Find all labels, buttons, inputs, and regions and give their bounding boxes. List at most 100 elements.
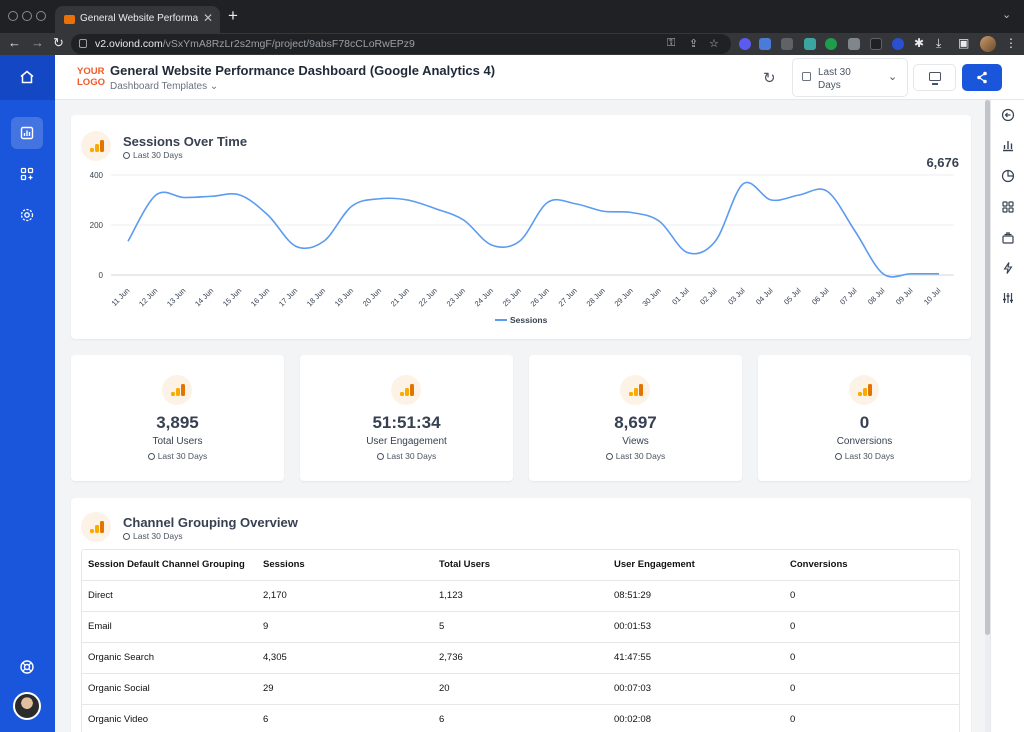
table-row: Organic Video 6 6 00:02:08 0 <box>81 704 960 732</box>
download-icon[interactable]: ⤓ <box>936 36 942 50</box>
grid-icon[interactable] <box>1001 200 1015 214</box>
sidebar-item-help[interactable] <box>11 651 43 683</box>
sliders-icon[interactable] <box>1001 291 1015 305</box>
bookmark-star-icon[interactable]: ☆ <box>709 38 719 50</box>
sessions-series-line <box>127 181 939 278</box>
google-analytics-icon <box>162 375 192 405</box>
sidebar-item-settings[interactable] <box>11 199 43 231</box>
table-header-row: Session Default Channel Grouping Sessions… <box>81 549 960 581</box>
dashboard-templates-dropdown[interactable]: Dashboard Templates ⌄ <box>110 81 218 92</box>
new-tab-icon[interactable]: + <box>228 6 238 25</box>
table-cell: 29 <box>256 673 432 705</box>
x-tick-label: 28 Jun <box>585 286 607 308</box>
user-avatar[interactable] <box>13 692 41 720</box>
google-analytics-icon <box>81 512 111 542</box>
address-bar[interactable]: v2.oviond.com/vSxYmA8RzLr2s2mgF/project/… <box>71 34 731 54</box>
extension-icon[interactable] <box>892 38 904 50</box>
google-analytics-icon <box>81 131 111 161</box>
extension-icon[interactable] <box>759 38 771 50</box>
tab-search-chevron-icon[interactable]: ⌄ <box>1002 9 1012 21</box>
table-cell: 0 <box>783 611 960 643</box>
browser-tab[interactable]: General Website Performance ✕ <box>55 6 220 33</box>
chevron-down-icon: ⌄ <box>888 71 898 83</box>
column-header[interactable]: Conversions <box>783 549 960 581</box>
x-tick-label: 06 Jul <box>810 286 831 307</box>
table-cell: 00:01:53 <box>607 611 783 643</box>
x-tick-label: 20 Jun <box>361 286 383 308</box>
sidebar-item-add-widget[interactable] <box>11 158 43 190</box>
extensions-puzzle-icon[interactable]: ✱ <box>914 36 925 50</box>
share-button[interactable] <box>962 64 1002 91</box>
pie-chart-icon[interactable] <box>1001 169 1015 183</box>
refresh-icon[interactable]: ↻ <box>763 70 776 87</box>
x-tick-label: 27 Jun <box>557 286 579 308</box>
sidebar-item-reports[interactable] <box>11 117 43 149</box>
kpi-value: 51:51:34 <box>372 413 441 432</box>
window-maximize-icon[interactable] <box>36 11 46 21</box>
side-panel-icon[interactable]: ▣ <box>958 36 970 50</box>
present-button[interactable] <box>913 64 956 91</box>
bar-chart-icon[interactable] <box>1001 138 1015 152</box>
gear-icon <box>20 208 34 222</box>
browser-profile-avatar[interactable] <box>980 36 996 52</box>
extension-icon[interactable] <box>825 38 837 50</box>
extension-icon[interactable] <box>848 38 860 50</box>
kpi-label: User Engagement <box>366 436 447 447</box>
table-cell: 0 <box>783 704 960 732</box>
extension-icon[interactable] <box>739 38 751 50</box>
column-header[interactable]: User Engagement <box>607 549 783 581</box>
table-cell: 1,123 <box>432 580 607 612</box>
table-row: Email 9 5 00:01:53 0 <box>81 611 960 643</box>
back-arrow-icon[interactable]: ← <box>8 35 21 50</box>
x-tick-label: 14 Jun <box>193 286 215 308</box>
legend-label: Sessions <box>510 315 548 325</box>
table-cell: 2,736 <box>432 642 607 674</box>
column-header[interactable]: Session Default Channel Grouping <box>81 549 256 581</box>
table-cell: 6 <box>256 704 432 732</box>
layers-icon[interactable] <box>1001 231 1015 245</box>
x-tick-label: 02 Jul <box>698 286 719 307</box>
share-page-icon[interactable]: ⇪ <box>689 38 699 50</box>
column-header[interactable]: Sessions <box>256 549 432 581</box>
scrollbar-thumb[interactable] <box>985 100 990 635</box>
table-cell: Organic Video <box>81 704 256 732</box>
table-cell: 9 <box>256 611 432 643</box>
kpi-value: 8,697 <box>614 413 657 432</box>
window-minimize-icon[interactable] <box>22 11 32 21</box>
table-cell: 0 <box>783 580 960 612</box>
table-cell: Organic Social <box>81 673 256 705</box>
right-tool-rail <box>990 100 1024 732</box>
browser-toolbar: ← → ↻ v2.oviond.com/vSxYmA8RzLr2s2mgF/pr… <box>0 33 1024 55</box>
reload-icon[interactable]: ↻ <box>53 35 64 50</box>
date-range-picker[interactable]: Last 30 Days ⌄ <box>792 58 908 97</box>
browser-menu-icon[interactable]: ⋮ <box>1005 36 1017 50</box>
kpi-period: Last 30 Days <box>71 451 284 461</box>
x-tick-label: 01 Jul <box>670 286 691 307</box>
card-title: Sessions Over Time <box>123 134 248 149</box>
column-header[interactable]: Total Users <box>432 549 607 581</box>
x-tick-label: 29 Jun <box>612 286 634 308</box>
table-cell: 6 <box>432 704 607 732</box>
collapse-arrow-icon[interactable] <box>1001 108 1015 122</box>
extension-icon[interactable] <box>870 38 882 50</box>
tab-close-icon[interactable]: ✕ <box>203 11 214 25</box>
lightning-icon[interactable] <box>1001 261 1015 275</box>
table-cell: 2,170 <box>256 580 432 612</box>
extension-icon[interactable] <box>804 38 816 50</box>
kpi-card: 51:51:34 User Engagement Last 30 Days <box>300 355 513 481</box>
table-cell: 00:07:03 <box>607 673 783 705</box>
key-icon[interactable]: ⚿ <box>667 37 676 49</box>
table-row: Organic Social 29 20 00:07:03 0 <box>81 673 960 705</box>
site-info-icon[interactable] <box>79 39 87 48</box>
x-tick-label: 11 Jun <box>110 286 132 308</box>
globe-icon <box>834 453 842 460</box>
forward-arrow-icon[interactable]: → <box>31 35 44 50</box>
x-tick-label: 25 Jun <box>501 286 523 308</box>
table-cell: 4,305 <box>256 642 432 674</box>
sidebar-item-home[interactable] <box>11 61 43 93</box>
kpi-period: Last 30 Days <box>300 451 513 461</box>
kpi-card: 3,895 Total Users Last 30 Days <box>71 355 284 481</box>
extension-icon[interactable] <box>781 38 793 50</box>
x-tick-label: 03 Jul <box>726 286 747 307</box>
window-close-icon[interactable] <box>8 11 18 21</box>
